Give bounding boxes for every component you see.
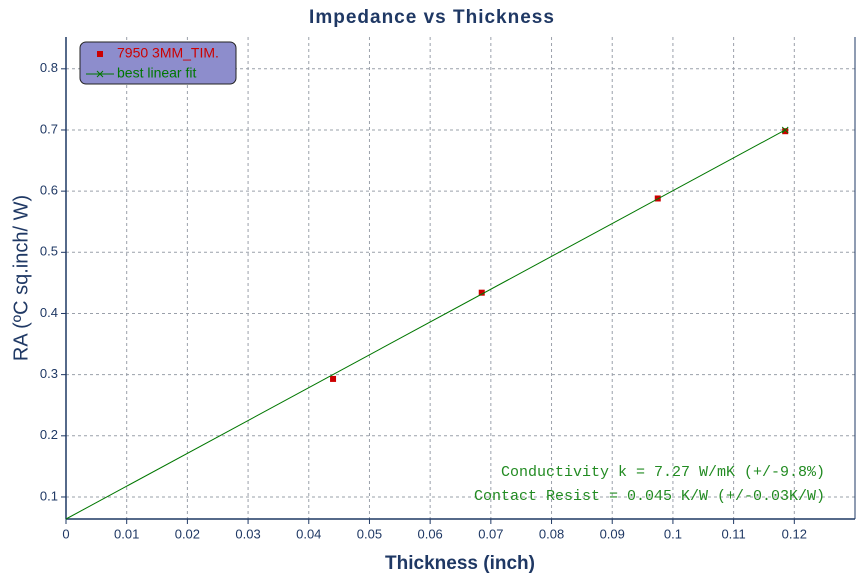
y-tick-label: 0.8 xyxy=(40,60,58,75)
y-axis-label: RA (ºC sq.inch/ W) xyxy=(10,195,32,361)
data-point xyxy=(782,128,789,135)
y-tick-label: 0.6 xyxy=(40,183,58,198)
x-tick-label: 0.07 xyxy=(478,526,503,541)
y-tick-label: 0.2 xyxy=(40,427,58,442)
y-tick-label: 0.1 xyxy=(40,488,58,503)
data-point xyxy=(330,375,337,382)
x-tick-label: 0.12 xyxy=(782,526,807,541)
x-tick-label: 0.1 xyxy=(664,526,682,541)
chart-title: Impedance vs Thickness xyxy=(309,7,555,28)
x-axis-label: Thickness (inch) xyxy=(385,553,535,574)
x-tick-label: 0.03 xyxy=(235,526,260,541)
legend-label: best linear fit xyxy=(117,65,196,81)
x-tick-label: 0 xyxy=(62,526,69,541)
legend-box xyxy=(79,41,237,85)
x-tick-label: 0.05 xyxy=(357,526,382,541)
x-tick-label: 0.02 xyxy=(175,526,200,541)
x-tick-label: 0.11 xyxy=(721,526,745,541)
x-tick-label: 0.09 xyxy=(600,526,625,541)
x-tick-label: 0.01 xyxy=(114,526,139,541)
legend-marker xyxy=(96,70,104,78)
y-tick-label: 0.7 xyxy=(40,121,58,136)
y-tick-label: 0.5 xyxy=(40,244,58,259)
legend-label: 7950 3MM_TIM. xyxy=(117,45,219,61)
fit-line xyxy=(65,129,786,520)
y-tick-label: 0.3 xyxy=(40,366,58,381)
annotation: Contact Resist = 0.045 K/W (+/-0.03K/W) xyxy=(474,488,825,505)
data-point xyxy=(478,289,485,296)
x-tick-label: 0.04 xyxy=(296,526,321,541)
x-tick-label: 0.08 xyxy=(539,526,564,541)
fit-end-marker xyxy=(781,126,789,134)
legend-marker xyxy=(97,51,103,57)
annotation: Conductivity k = 7.27 W/mK (+/-9.8%) xyxy=(501,464,825,481)
y-tick-label: 0.4 xyxy=(40,305,58,320)
x-tick-label: 0.06 xyxy=(417,526,442,541)
